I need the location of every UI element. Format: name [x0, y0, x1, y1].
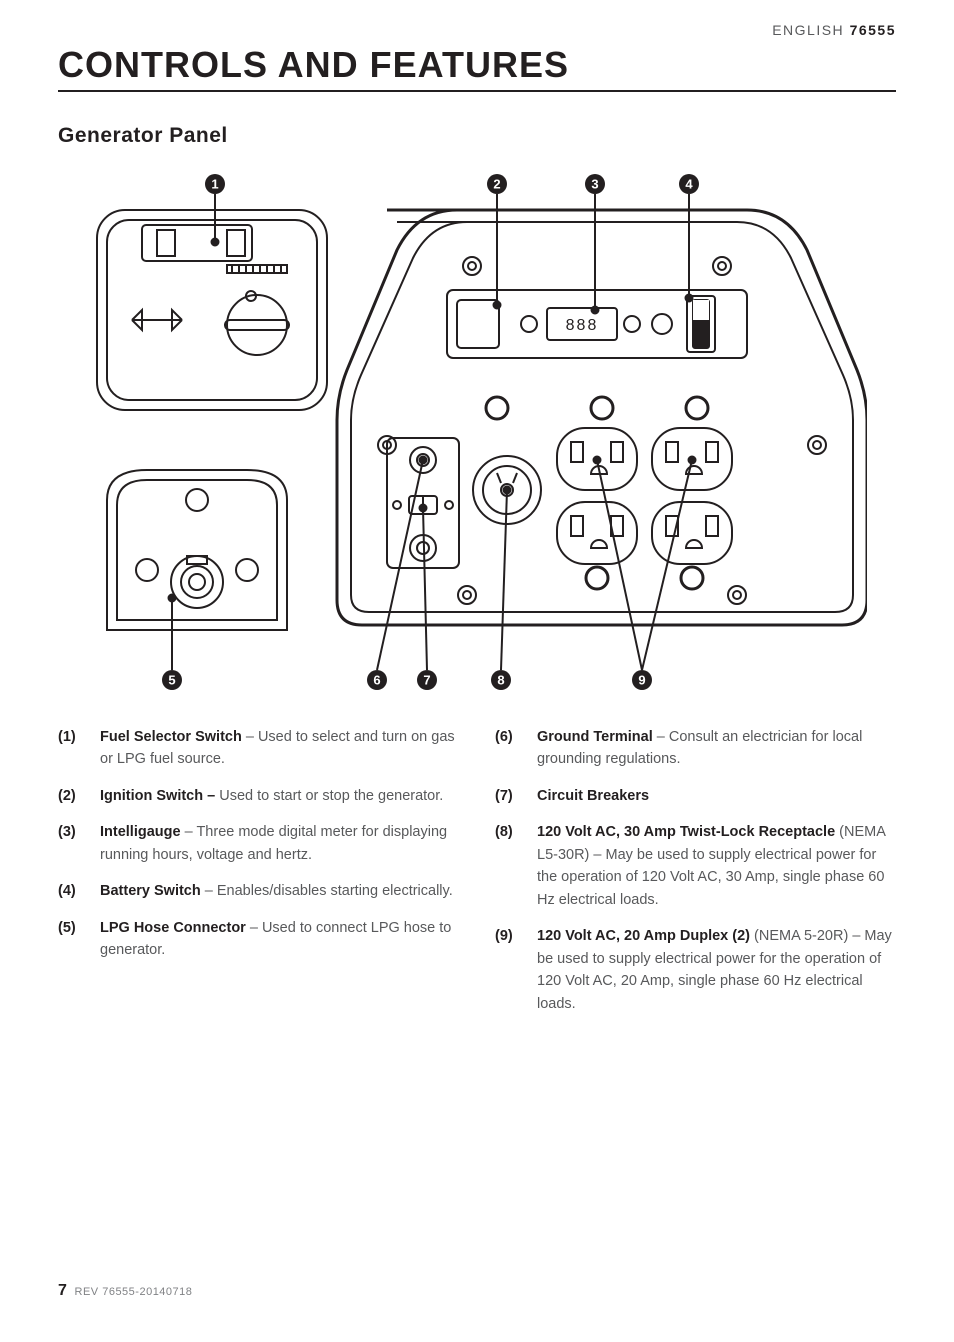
feature-number: (9)	[495, 925, 537, 1015]
feature-number: (5)	[58, 917, 100, 962]
callout-number-4: 4	[685, 177, 693, 192]
callout-number-6: 6	[373, 673, 380, 688]
feature-item: (2)Ignition Switch – Used to start or st…	[58, 785, 459, 807]
callout-number-1: 1	[211, 177, 218, 192]
subhead: Generator Panel	[58, 124, 896, 148]
feature-name: Ignition Switch –	[100, 788, 215, 804]
feature-body: Fuel Selector Switch – Used to select an…	[100, 726, 459, 771]
callout-number-8: 8	[497, 673, 504, 688]
display-reading: 888	[566, 317, 599, 334]
feature-body: Circuit Breakers	[537, 785, 649, 807]
feature-item: (9)120 Volt AC, 20 Amp Duplex (2) (NEMA …	[495, 925, 896, 1015]
items-column-left: (1)Fuel Selector Switch – Used to select…	[58, 726, 459, 1029]
feature-body: Ignition Switch – Used to start or stop …	[100, 785, 443, 807]
feature-number: (6)	[495, 726, 537, 771]
footer: 7 REV 76555-20140718	[58, 1282, 192, 1300]
panel-svg: 1 2 3 4 5 6 7 8 9 888	[87, 170, 867, 690]
feature-body: Ground Terminal – Consult an electrician…	[537, 726, 896, 771]
feature-name: Battery Switch	[100, 883, 201, 899]
section-title: CONTROLS AND FEATURES	[58, 44, 896, 92]
feature-number: (1)	[58, 726, 100, 771]
callout-number-7: 7	[423, 673, 430, 688]
feature-item: (6)Ground Terminal – Consult an electric…	[495, 726, 896, 771]
feature-item: (3)Intelligauge – Three mode digital met…	[58, 821, 459, 866]
feature-body: Battery Switch – Enables/disables starti…	[100, 880, 453, 902]
feature-item: (4)Battery Switch – Enables/disables sta…	[58, 880, 459, 902]
header-lang: ENGLISH	[772, 22, 844, 38]
feature-number: (4)	[58, 880, 100, 902]
feature-name: Fuel Selector Switch	[100, 729, 242, 745]
callout-number-3: 3	[591, 177, 598, 192]
feature-item: (1)Fuel Selector Switch – Used to select…	[58, 726, 459, 771]
feature-body: Intelligauge – Three mode digital meter …	[100, 821, 459, 866]
feature-number: (3)	[58, 821, 100, 866]
feature-name: 120 Volt AC, 20 Amp Duplex (2)	[537, 928, 750, 944]
feature-item: (7)Circuit Breakers	[495, 785, 896, 807]
feature-body: LPG Hose Connector – Used to connect LPG…	[100, 917, 459, 962]
feature-number: (8)	[495, 821, 537, 911]
feature-body: 120 Volt AC, 30 Amp Twist-Lock Receptacl…	[537, 821, 896, 911]
callout-number-9: 9	[638, 673, 645, 688]
feature-name: LPG Hose Connector	[100, 920, 246, 936]
feature-number: (7)	[495, 785, 537, 807]
callout-number-5: 5	[168, 673, 175, 688]
feature-item: (5)LPG Hose Connector – Used to connect …	[58, 917, 459, 962]
feature-name: Circuit Breakers	[537, 788, 649, 804]
feature-body: 120 Volt AC, 20 Amp Duplex (2) (NEMA 5-2…	[537, 925, 896, 1015]
feature-name: Intelligauge	[100, 824, 181, 840]
items-column-right: (6)Ground Terminal – Consult an electric…	[495, 726, 896, 1029]
generator-panel-diagram: 1 2 3 4 5 6 7 8 9 888	[58, 170, 896, 690]
feature-item: (8)120 Volt AC, 30 Amp Twist-Lock Recept…	[495, 821, 896, 911]
feature-name: 120 Volt AC, 30 Amp Twist-Lock Receptacl…	[537, 824, 835, 840]
feature-name: Ground Terminal	[537, 729, 653, 745]
feature-number: (2)	[58, 785, 100, 807]
header-model: 76555	[850, 22, 896, 38]
callout-number-2: 2	[493, 177, 500, 192]
page-number: 7	[58, 1282, 67, 1299]
header-right: ENGLISH 76555	[58, 22, 896, 38]
revision: REV 76555-20140718	[75, 1286, 193, 1298]
